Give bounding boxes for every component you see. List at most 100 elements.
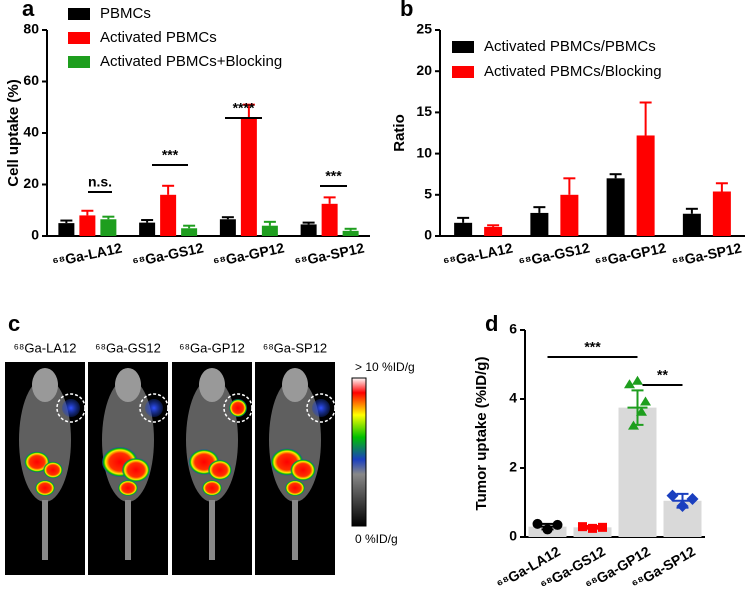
panel-letter: d [485,311,498,336]
mouse-head [32,368,58,402]
x-tick-label: ⁶⁸Ga-GP12 [593,239,667,270]
bar [181,228,198,236]
bar [454,222,473,236]
organ-uptake [208,459,232,481]
bar [100,219,117,236]
tumor-uptake [62,399,80,417]
y-tick-label: 20 [416,62,432,78]
bar [682,213,701,236]
legend-swatch [68,56,90,68]
x-tick-label: ⁶⁸Ga-LA12 [442,240,515,270]
bar [618,407,657,537]
bar [606,178,625,236]
legend-swatch [68,8,90,20]
bar [139,222,156,236]
point [552,519,563,530]
y-tick-label: 60 [23,72,39,88]
bar [560,194,579,236]
y-tick-label: 6 [509,321,517,337]
legend-swatch [68,32,90,44]
bar [79,215,96,236]
organ-uptake [118,480,138,496]
mouse-tail [42,500,48,560]
x-tick-label: ⁶⁸Ga-GS12 [131,239,205,270]
point [640,396,651,406]
panel-letter: a [22,0,35,21]
bar [530,212,549,236]
y-tick-label: 10 [416,144,432,160]
legend-label: Activated PBMCs [100,29,217,46]
y-tick-label: 15 [416,103,432,119]
panel-label: ⁶⁸Ga-GP12 [179,340,245,355]
organ-uptake [290,459,316,481]
point [632,375,643,385]
bar [219,219,236,236]
legend-swatch [452,41,474,53]
bar [160,194,177,236]
mouse-head [282,368,308,402]
significance-label: *** [325,168,342,184]
x-tick-label: ⁶⁸Ga-LA12 [51,240,124,270]
legend-label: Activated PBMCs+Blocking [100,53,282,70]
y-axis-label: Ratio [391,114,408,152]
tumor-circle [56,393,86,423]
panel-label: ⁶⁸Ga-GS12 [95,340,161,355]
y-tick-label: 5 [424,186,432,202]
y-axis-label: Cell uptake (%) [5,79,22,187]
y-tick-label: 2 [509,459,517,475]
organ-uptake [202,480,222,496]
organ-uptake [43,461,63,479]
x-tick-label: ⁶⁸Ga-SP12 [293,240,366,270]
bar [484,226,503,236]
panel-label: ⁶⁸Ga-SP12 [263,340,327,355]
legend-swatch [452,66,474,78]
bar [636,135,655,236]
panel-letter: c [8,311,20,336]
panel-label: ⁶⁸Ga-LA12 [14,340,77,355]
tumor-uptake [312,399,330,417]
mouse-tail [125,500,131,560]
colorbar [351,377,367,527]
bar [58,223,75,236]
significance-label: **** [233,100,255,116]
bar [342,230,359,236]
y-tick-label: 0 [509,528,517,544]
tumor-circle [139,393,169,423]
point [686,493,699,506]
significance-label: n.s. [88,174,112,190]
point [636,406,647,416]
x-tick-label: ⁶⁸Ga-GP12 [212,239,286,270]
mouse-head [115,368,141,402]
y-tick-label: 20 [23,175,39,191]
mouse-tail [292,500,298,560]
tumor-uptake [229,399,247,417]
y-tick-label: 40 [23,124,39,140]
y-tick-label: 4 [509,390,517,406]
y-tick-label: 25 [416,21,432,37]
y-tick-label: 80 [23,21,39,37]
bar [261,225,278,236]
panel-letter: b [400,0,413,21]
bar [712,191,731,236]
legend-label: Activated PBMCs/Blocking [484,63,662,80]
significance-label: ** [657,367,668,383]
point [624,379,635,389]
bar [300,224,317,236]
colorbar-label: 0 %ID/g [355,532,398,546]
legend-label: PBMCs [100,5,151,22]
mouse-head [199,368,225,402]
bar [321,203,338,236]
tumor-circle [306,393,336,423]
x-tick-label: ⁶⁸Ga-GS12 [517,239,591,270]
bar [240,117,257,236]
x-tick-label: ⁶⁸Ga-SP12 [670,240,743,270]
organ-uptake [122,458,150,482]
significance-label: *** [162,147,179,163]
legend-label: Activated PBMCs/PBMCs [484,38,656,55]
tumor-uptake [145,399,163,417]
organ-uptake [285,480,305,496]
tumor-circle [223,393,253,423]
colorbar-label: > 10 %ID/g [355,360,415,374]
point [666,489,679,502]
